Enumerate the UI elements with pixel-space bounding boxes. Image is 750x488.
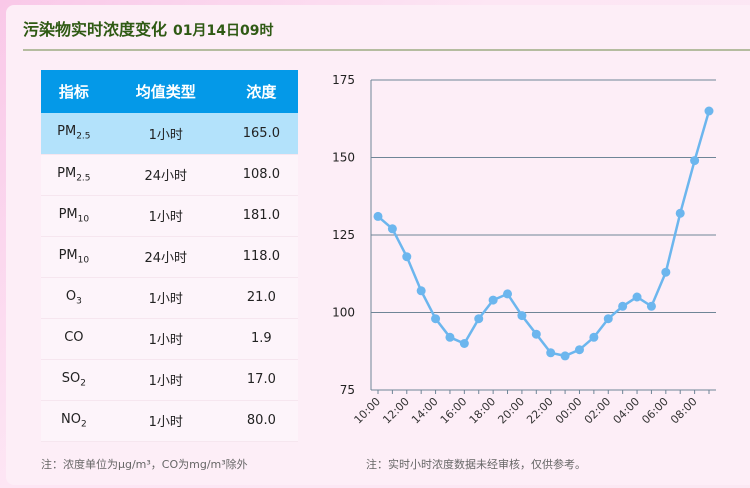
avg-type: 1小时 [106,277,225,319]
data-point[interactable] [503,289,513,299]
concentration: 17.0 [224,359,298,401]
avg-type: 1小时 [106,113,225,155]
concentration: 80.0 [224,400,298,442]
concentration: 165.0 [224,113,298,155]
data-point[interactable] [488,295,498,305]
table-row[interactable]: PM2.5 24小时 108.0 [41,154,298,196]
data-point[interactable] [560,351,570,361]
data-point[interactable] [517,311,527,321]
avg-type: 1小时 [106,359,225,401]
table-row[interactable]: PM2.5 1小时 165.0 [41,113,298,155]
avg-type: 1小时 [106,195,225,237]
avg-type: 1小时 [106,318,225,360]
indicator: PM2.5 [41,113,107,155]
indicator: O3 [41,277,107,319]
data-point[interactable] [474,314,484,324]
data-point[interactable] [618,301,628,311]
unit-note: 注：浓度单位为μg/m³，CO为mg/m³除外 [41,458,248,471]
col-avg-type: 均值类型 [106,70,225,113]
y-tick-label: 100 [332,306,355,320]
y-tick-label: 175 [332,73,355,87]
data-point[interactable] [632,292,642,302]
x-tick-label: 20:00 [495,395,527,427]
col-indicator: 指标 [41,70,107,113]
data-note: 注：实时小时浓度数据未经审核，仅供参考。 [366,458,586,471]
avg-type: 24小时 [106,154,225,196]
data-point[interactable] [531,329,541,339]
indicator: PM10 [41,195,107,237]
table-row[interactable]: CO 1小时 1.9 [41,318,298,360]
avg-type: 1小时 [106,400,225,442]
data-point[interactable] [546,348,556,358]
data-point[interactable] [589,332,599,342]
table-row[interactable]: SO2 1小时 17.0 [41,359,298,401]
data-point[interactable] [416,286,426,296]
data-point[interactable] [459,339,469,348]
data-point[interactable] [402,252,412,262]
indicator: SO2 [41,359,107,401]
table-row[interactable]: O3 1小时 21.0 [41,277,298,319]
data-point[interactable] [373,211,383,221]
concentration: 108.0 [224,154,298,196]
concentration: 118.0 [224,236,298,278]
x-tick-label: 02:00 [582,395,614,427]
x-tick-label: 12:00 [380,395,412,427]
data-point[interactable] [431,314,441,324]
data-point[interactable] [690,156,700,166]
data-point[interactable] [603,314,613,324]
indicator: NO2 [41,400,107,442]
x-tick-label: 14:00 [409,395,441,427]
series-line [377,110,711,358]
title-text: 污染物实时浓度变化 [23,20,168,39]
concentration: 181.0 [224,195,298,237]
y-tick-label: 125 [332,228,355,242]
indicator: PM10 [41,236,107,278]
x-tick-label: 18:00 [467,395,499,427]
pollutant-table: 指标 均值类型 浓度 PM2.5 1小时 165.0 PM2.5 24小时 108.0 PM… [41,70,298,442]
x-tick-label: 00:00 [553,395,585,427]
data-point[interactable] [445,332,455,342]
concentration: 21.0 [224,277,298,319]
datetime: 01月14日09时 [173,23,274,39]
table-row[interactable]: NO2 1小时 80.0 [41,400,298,442]
divider [23,49,750,51]
data-point[interactable] [646,301,656,311]
concentration: 1.9 [224,318,298,360]
data-point[interactable] [574,345,584,355]
y-tick-label: 150 [332,151,355,165]
data-point[interactable] [661,267,671,277]
x-tick-label: 06:00 [639,395,671,427]
data-point[interactable] [704,106,714,116]
y-tick-label: 75 [340,383,355,397]
x-tick-label: 16:00 [438,395,470,427]
data-point[interactable] [675,208,685,218]
col-concentration: 浓度 [224,70,298,113]
data-point[interactable] [387,224,397,234]
table-row[interactable]: PM10 1小时 181.0 [41,195,298,237]
x-tick-label: 08:00 [668,395,700,427]
page-title: 污染物实时浓度变化 01月14日09时 [23,16,273,40]
x-tick-label: 10:00 [352,395,384,427]
x-tick-label: 22:00 [524,395,556,427]
indicator: CO [41,318,107,360]
x-tick-label: 04:00 [611,395,643,427]
table-row[interactable]: PM10 24小时 118.0 [41,236,298,278]
indicator: PM2.5 [41,154,107,196]
avg-type: 24小时 [106,236,225,278]
